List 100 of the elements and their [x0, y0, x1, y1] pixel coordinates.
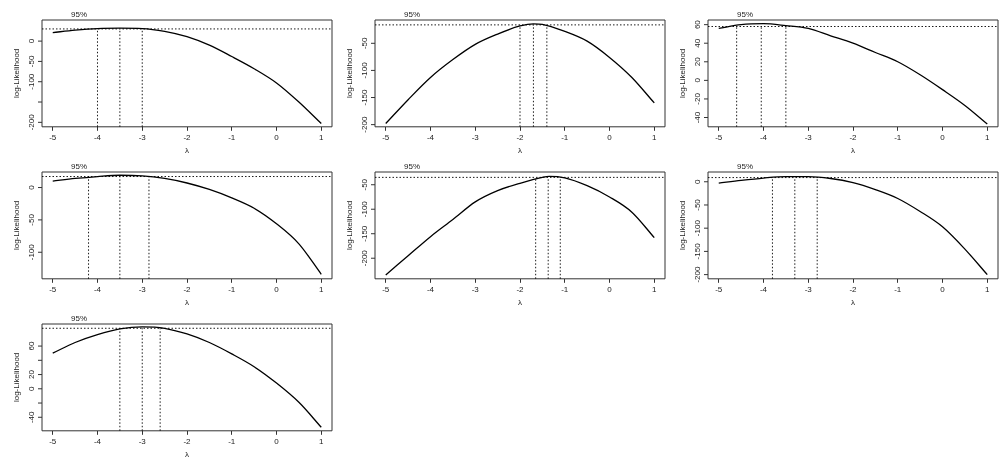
- y-tick-label: -40: [27, 410, 37, 424]
- x-tick-label: -2: [849, 284, 858, 294]
- x-axis-title: λ: [185, 146, 189, 156]
- x-tick-label: -5: [715, 284, 723, 294]
- y-tick-label: -100: [360, 200, 370, 218]
- x-tick-label: -3: [138, 284, 147, 294]
- y-tick-label: -50: [27, 213, 37, 226]
- y-tick-label: 0: [693, 178, 703, 184]
- x-tick-label: -4: [426, 284, 435, 294]
- x-tick-label: 1: [985, 284, 991, 294]
- y-tick-label: 20: [693, 56, 703, 67]
- x-tick-label: -2: [516, 284, 525, 294]
- x-tick-label: -4: [759, 132, 768, 142]
- x-tick-label: -2: [183, 284, 192, 294]
- y-tick-label: 0: [27, 386, 37, 392]
- x-tick-label: -5: [49, 284, 57, 294]
- y-tick-label: 60: [693, 19, 703, 30]
- x-tick-label: -5: [49, 132, 57, 142]
- x-tick-label: -3: [471, 132, 480, 142]
- x-tick-label: -5: [382, 284, 390, 294]
- x-axis-title: λ: [851, 298, 855, 308]
- y-tick-label: -100: [693, 219, 703, 237]
- x-tick-label: 1: [652, 132, 658, 142]
- x-axis-title: λ: [851, 146, 855, 156]
- x-tick-label: -1: [894, 132, 902, 142]
- x-tick-label: 0: [274, 436, 280, 446]
- y-tick-label: -100: [360, 61, 370, 79]
- x-tick-label: -3: [138, 132, 147, 142]
- text: 95%: [737, 10, 754, 20]
- text: 95%: [71, 10, 88, 20]
- x-axis-title: λ: [185, 450, 189, 460]
- y-tick-label: 0: [693, 77, 703, 83]
- x-axis-title: λ: [518, 146, 522, 156]
- text: 95%: [71, 314, 88, 324]
- x-tick-label: -3: [804, 132, 813, 142]
- x-tick-label: -1: [561, 284, 569, 294]
- y-tick-label: 0: [27, 184, 37, 190]
- x-tick-label: -1: [561, 132, 569, 142]
- x-tick-label: 1: [319, 284, 325, 294]
- x-tick-label: 1: [319, 436, 325, 446]
- y-tick-label: -50: [360, 178, 370, 191]
- x-tick-label: 1: [652, 284, 658, 294]
- x-tick-label: -1: [228, 284, 236, 294]
- y-tick-label: -40: [693, 111, 703, 124]
- y-tick-label: -150: [693, 242, 703, 260]
- x-tick-label: 1: [319, 132, 325, 142]
- x-tick-label: -4: [759, 284, 768, 294]
- x-tick-label: -4: [93, 436, 102, 446]
- x-tick-label: -5: [715, 132, 723, 142]
- x-tick-label: 0: [274, 284, 280, 294]
- x-axis-title: λ: [518, 298, 522, 308]
- y-tick-label: 60: [27, 341, 37, 351]
- x-tick-label: -1: [894, 284, 902, 294]
- x-tick-label: -1: [228, 436, 236, 446]
- x-tick-label: -3: [471, 284, 480, 294]
- x-axis-title: λ: [185, 298, 189, 308]
- x-tick-label: 1: [985, 132, 991, 142]
- y-tick-label: -50: [693, 198, 703, 211]
- y-tick-label: 40: [693, 38, 703, 48]
- y-tick-label: -100: [27, 73, 37, 90]
- x-tick-label: -2: [183, 132, 192, 142]
- y-tick-label: -150: [360, 225, 370, 242]
- x-tick-label: -2: [183, 436, 192, 446]
- text: 95%: [404, 10, 421, 20]
- x-tick-label: 0: [940, 132, 946, 142]
- y-axis-title: log-Likelihood: [345, 200, 354, 251]
- x-tick-label: -4: [93, 284, 102, 294]
- x-tick-label: -4: [426, 132, 435, 142]
- y-tick-label: -20: [693, 92, 703, 105]
- y-axis-title: log-Likelihood: [678, 200, 687, 251]
- x-tick-label: -5: [49, 436, 57, 446]
- y-axis-title: log-Likelihood: [345, 48, 354, 99]
- x-tick-label: 0: [607, 284, 613, 294]
- x-tick-label: -5: [382, 132, 390, 142]
- y-tick-label: -100: [27, 243, 37, 261]
- x-tick-label: 0: [274, 132, 280, 142]
- y-axis-title: log-Likelihood: [678, 48, 687, 99]
- y-tick-label: -200: [360, 249, 370, 267]
- text: 95%: [737, 162, 754, 172]
- y-axis-title: log-Likelihood: [12, 200, 21, 251]
- x-tick-label: -2: [849, 132, 858, 142]
- y-tick-label: 0: [27, 38, 37, 44]
- y-axis-title: log-Likelihood: [12, 48, 21, 99]
- y-tick-label: -200: [693, 266, 703, 283]
- x-tick-label: -1: [228, 132, 236, 142]
- x-tick-label: 0: [607, 132, 613, 142]
- text: 95%: [71, 162, 88, 172]
- x-tick-label: -3: [804, 284, 813, 294]
- y-tick-label: -200: [360, 116, 370, 133]
- y-tick-label: 20: [27, 369, 37, 380]
- x-tick-label: -4: [93, 132, 102, 142]
- y-tick-label: -50: [360, 36, 370, 50]
- y-tick-label: -200: [27, 113, 37, 131]
- x-tick-label: -2: [516, 132, 525, 142]
- y-tick-label: -50: [27, 55, 37, 68]
- y-tick-label: -150: [360, 88, 370, 106]
- y-axis-title: log-Likelihood: [12, 352, 21, 403]
- x-tick-label: 0: [940, 284, 946, 294]
- x-tick-label: -3: [138, 436, 147, 446]
- text: 95%: [404, 162, 421, 172]
